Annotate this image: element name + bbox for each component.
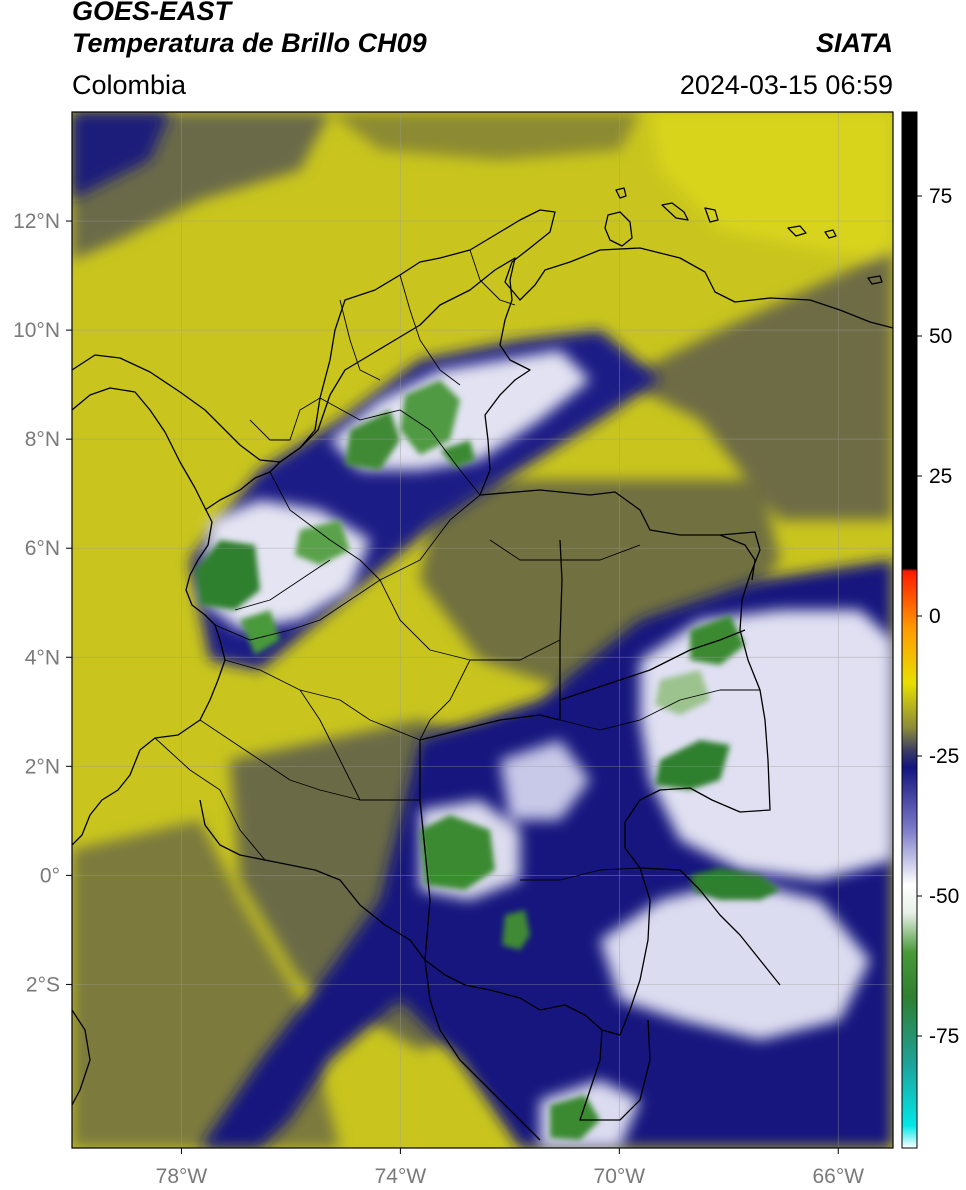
lat-label: 10°N <box>13 319 60 342</box>
department-border <box>214 579 381 641</box>
island <box>824 229 837 239</box>
lat-label: 8°N <box>25 428 60 451</box>
lat-label: 0° <box>40 864 60 887</box>
org-label: SIATA <box>816 28 893 58</box>
national-border <box>419 714 561 741</box>
department-border <box>249 397 321 441</box>
island <box>867 275 883 285</box>
department-border <box>319 397 481 496</box>
graticule <box>72 112 893 1148</box>
colorbar-tick-label: 75 <box>929 185 952 208</box>
colorbar-tick-label: 0 <box>929 605 941 628</box>
colorbar <box>902 112 917 1148</box>
department-border <box>520 867 641 881</box>
island <box>787 225 807 237</box>
lat-label: 6°N <box>25 537 60 560</box>
coastline <box>72 387 226 846</box>
island <box>704 207 719 223</box>
colorbar-tick-label: 25 <box>929 465 952 488</box>
imagery-layer <box>72 112 893 1148</box>
department-border <box>269 471 481 581</box>
latitude-labels: 12°N 10°N 8°N 6°N 4°N 2°N 0° 2°S <box>13 210 72 996</box>
national-border <box>719 534 756 581</box>
island <box>661 202 689 221</box>
national-border <box>419 740 431 961</box>
borders-layer <box>72 187 893 1141</box>
colorbar-tick-label: -75 <box>929 1025 959 1048</box>
department-border <box>469 249 516 306</box>
lat-label: 12°N <box>13 210 60 233</box>
product-title: Temperatura de Brillo CH09 <box>72 28 427 58</box>
lat-label: 4°N <box>25 646 60 669</box>
longitude-labels: 78°W 74°W 70°W 66°W <box>156 1148 864 1188</box>
lon-label: 66°W <box>812 1165 864 1188</box>
lon-label: 74°W <box>375 1165 427 1188</box>
colorbar-tick-label: 50 <box>929 325 952 348</box>
map-frame <box>71 111 894 1149</box>
national-border <box>559 629 746 701</box>
national-border <box>199 257 771 1036</box>
coastline <box>72 1009 91 1106</box>
lon-label: 78°W <box>156 1165 208 1188</box>
lat-label: 2°S <box>26 973 60 996</box>
coastline <box>72 209 893 463</box>
department-border <box>224 659 421 741</box>
colorbar-tick-label: -50 <box>929 885 959 908</box>
national-border <box>579 1019 651 1121</box>
national-border <box>424 959 541 1141</box>
department-border <box>154 737 266 861</box>
department-border <box>419 659 471 741</box>
datetime-label: 2024-03-15 06:59 <box>679 70 893 100</box>
department-border <box>234 559 331 611</box>
department-border <box>489 539 641 561</box>
department-border <box>299 689 361 801</box>
colorbar-ticks: 75 50 25 0 -25 -50 -75 <box>917 185 959 1048</box>
department-border <box>379 579 561 661</box>
colorbar-tick-label: -25 <box>929 745 959 768</box>
lon-label: 70°W <box>594 1165 646 1188</box>
lat-label: 2°N <box>25 755 60 778</box>
department-border <box>399 274 461 386</box>
region-label: Colombia <box>72 70 187 100</box>
island <box>615 187 627 199</box>
department-border <box>339 299 381 381</box>
national-border <box>639 867 781 986</box>
colorbar-frame <box>901 111 918 1149</box>
department-border <box>559 689 760 731</box>
satellite-title: GOES-EAST <box>72 0 232 26</box>
island <box>604 211 633 247</box>
